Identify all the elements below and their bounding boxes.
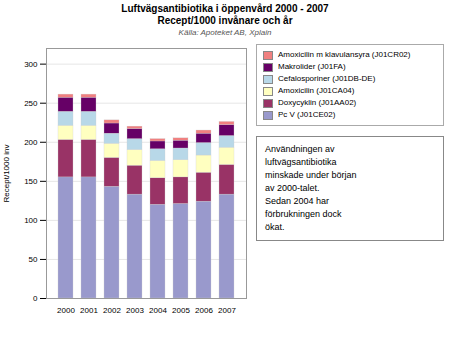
svg-text:2002: 2002: [103, 306, 121, 315]
html-text:Pc V (J01CE02): Pc V (J01CE02): [278, 110, 336, 119]
html-text:Cefalosporiner (J01DB-DE): Cefalosporiner (J01DB-DE): [278, 74, 376, 83]
svg-text:2006: 2006: [195, 306, 213, 315]
html-text:Doxycyklin (J01AA02): Doxycyklin (J01AA02): [278, 98, 357, 107]
html-text:Amoxicilin m klavulansyra (J01: Amoxicilin m klavulansyra (J01CR02): [278, 50, 411, 59]
svg-text:2004: 2004: [149, 306, 167, 315]
html-text:Makrolider (J01FA): Makrolider (J01FA): [278, 62, 346, 71]
html-text:Amoxicilin (J01CA04): Amoxicilin (J01CA04): [278, 86, 355, 95]
svg-text:Recept/1000 inv: Recept/1000 inv: [2, 145, 11, 203]
svg-text:2001: 2001: [80, 306, 98, 315]
svg-text:250: 250: [24, 99, 38, 108]
svg-text:2003: 2003: [126, 306, 144, 315]
svg-text:2005: 2005: [172, 306, 190, 315]
svg-text:300: 300: [24, 60, 38, 69]
html-text:Luftvägsantibiotika i öppenvår: Luftvägsantibiotika i öppenvård 2000 - 2…: [121, 3, 329, 14]
svg-text:150: 150: [24, 177, 38, 186]
html-text:Recept/1000 invånare och år: Recept/1000 invånare och år: [157, 15, 293, 26]
svg-text:50: 50: [29, 255, 38, 264]
svg-text:2000: 2000: [57, 306, 75, 315]
html-text:Källa: Apoteket AB, Xplain: Källa: Apoteket AB, Xplain: [178, 28, 272, 37]
svg-text:100: 100: [24, 216, 38, 225]
svg-text:2007: 2007: [218, 306, 236, 315]
html-text:Användningen av luftvägsantibi: Användningen av luftvägsantibiotika mins…: [265, 144, 357, 232]
svg-text:0: 0: [33, 294, 38, 303]
svg-text:200: 200: [24, 138, 38, 147]
